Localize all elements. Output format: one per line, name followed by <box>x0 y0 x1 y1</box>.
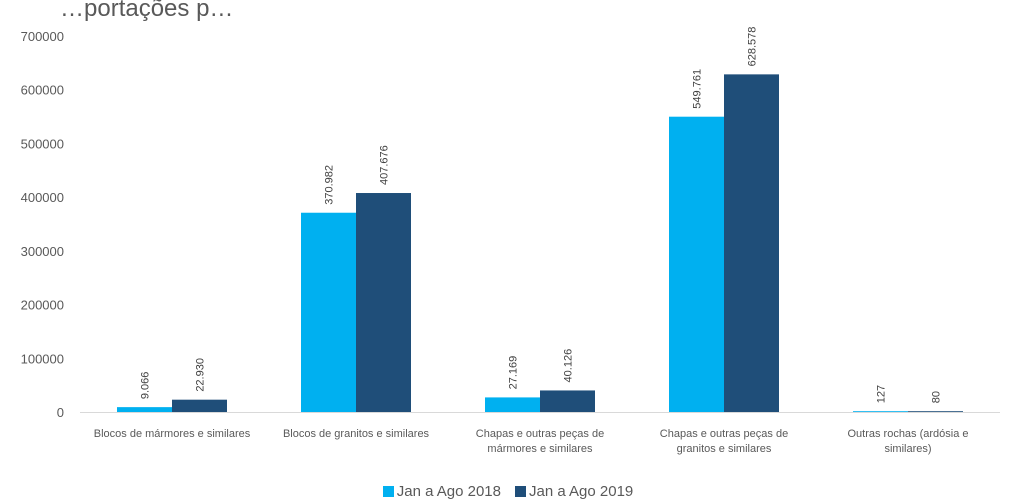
x-category-label: Outras rochas (ardósia e similares) <box>847 428 968 455</box>
legend-label-2018: Jan a Ago 2018 <box>396 482 501 500</box>
data-label: 80 <box>931 391 943 403</box>
x-category-label: Blocos de mármores e similares <box>94 428 251 440</box>
legend: Jan a Ago 2018 Jan a Ago 2019 <box>0 481 1016 501</box>
data-label: 370.982 <box>324 165 336 205</box>
data-label: 407.676 <box>379 145 391 185</box>
bar-2019 <box>724 74 779 412</box>
data-label: 127 <box>876 385 888 403</box>
bar-2018 <box>485 397 540 412</box>
y-tick-label: 100000 <box>21 351 64 366</box>
x-category-label: Chapas e outras peças de granitos e simil… <box>660 428 788 455</box>
legend-label-2019: Jan a Ago 2019 <box>529 482 634 500</box>
y-tick-label: 0 <box>57 405 64 420</box>
y-tick-label: 400000 <box>21 190 64 205</box>
data-label: 628.578 <box>747 27 759 67</box>
y-tick-label: 200000 <box>21 298 64 313</box>
y-axis: 0 100000 200000 300000 400000 500000 600000 700… <box>21 29 64 420</box>
bar-2018 <box>853 411 908 412</box>
bar-2018 <box>117 407 172 412</box>
data-label: 9.066 <box>140 372 152 400</box>
bar-2018 <box>301 212 356 412</box>
bar-2019 <box>908 411 963 412</box>
y-tick-label: 300000 <box>21 244 64 259</box>
data-label: 549.761 <box>692 69 704 109</box>
y-tick-label: 700000 <box>21 29 64 44</box>
bar-2019 <box>356 193 411 412</box>
bars-group: 9.066 370.982 27.169 549.761 127 22.930 407.67… <box>80 27 1000 413</box>
chart-title: …portações p… <box>60 0 233 22</box>
legend-swatch-2018 <box>382 485 394 497</box>
legend-item-2018: Jan a Ago 2018 <box>382 482 501 500</box>
y-tick-label: 500000 <box>21 136 64 151</box>
x-category-label: Chapas e outras peças de mármores e simil… <box>476 428 604 455</box>
data-label: 40.126 <box>563 349 575 383</box>
y-tick-label: 600000 <box>21 83 64 98</box>
bar-2019 <box>172 399 227 412</box>
data-label: 22.930 <box>195 358 207 392</box>
bar-2019 <box>540 390 595 412</box>
legend-swatch-2019 <box>515 485 526 497</box>
legend-item-2019: Jan a Ago 2019 <box>515 483 633 500</box>
data-label: 27.169 <box>508 356 520 390</box>
bar-2018 <box>669 116 724 413</box>
x-category-label: Blocos de granitos e similares <box>283 428 430 440</box>
category-labels: Blocos de mármores e similares Blocos de … <box>94 428 969 455</box>
